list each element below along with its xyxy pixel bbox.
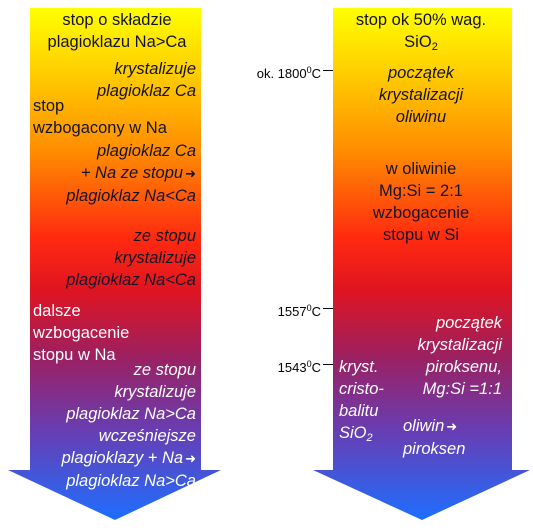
- temp-tick-1543: [323, 364, 333, 365]
- left-title-line1: stop o składzie: [62, 11, 172, 29]
- right-step-1: początek krystalizacji oliwinu: [378, 64, 464, 126]
- temp-label-1800: ok. 18000C: [256, 65, 321, 81]
- right-step-3: początek krystalizacji piroksenu, Mg:Si …: [417, 314, 502, 398]
- temp-label-1557: 15570C: [277, 303, 321, 319]
- right-step-5: oliwin ➜ piroksen: [403, 417, 466, 458]
- temp-tick-1800: [323, 70, 333, 71]
- arrow-right-icon: ➜: [185, 451, 196, 466]
- arrow-right-icon: ➜: [185, 166, 196, 181]
- temp-label-1543: 15430C: [277, 359, 321, 375]
- left-arrow: [8, 8, 221, 520]
- left-step-2: stop wzbogacony w Na: [33, 97, 167, 137]
- left-step-5: dalsze wzbogacenie stopu w Na: [33, 302, 130, 364]
- left-title: stop o składzie plagioklazu Na>Ca: [38, 9, 196, 53]
- left-title-line2: plagioklazu Na>Ca: [47, 33, 187, 51]
- right-step-4: kryst. cristo- balitu SiO2: [339, 358, 384, 444]
- temp-tick-1557: [323, 308, 333, 309]
- left-step-6: ze stopu krystalizuje plagioklaz Na>Ca w…: [61, 361, 196, 490]
- arrow-right-icon: ➜: [446, 419, 458, 434]
- right-arrow: [313, 8, 530, 520]
- left-step-3: plagioklaz Ca + Na ze stopu ➜ plagioklaz …: [66, 142, 196, 205]
- right-title: stop ok 50% wag. SiO2: [336, 9, 506, 58]
- right-step-2: w oliwinie Mg:Si = 2:1 wzbogacenie stopu…: [372, 160, 470, 244]
- right-title-line1: stop ok 50% wag.: [355, 11, 487, 29]
- left-step-1: krystalizuje plagioklaz Ca: [96, 60, 196, 100]
- left-step-4: ze stopu krystalizuje plagioklaz Na<Ca: [66, 227, 196, 289]
